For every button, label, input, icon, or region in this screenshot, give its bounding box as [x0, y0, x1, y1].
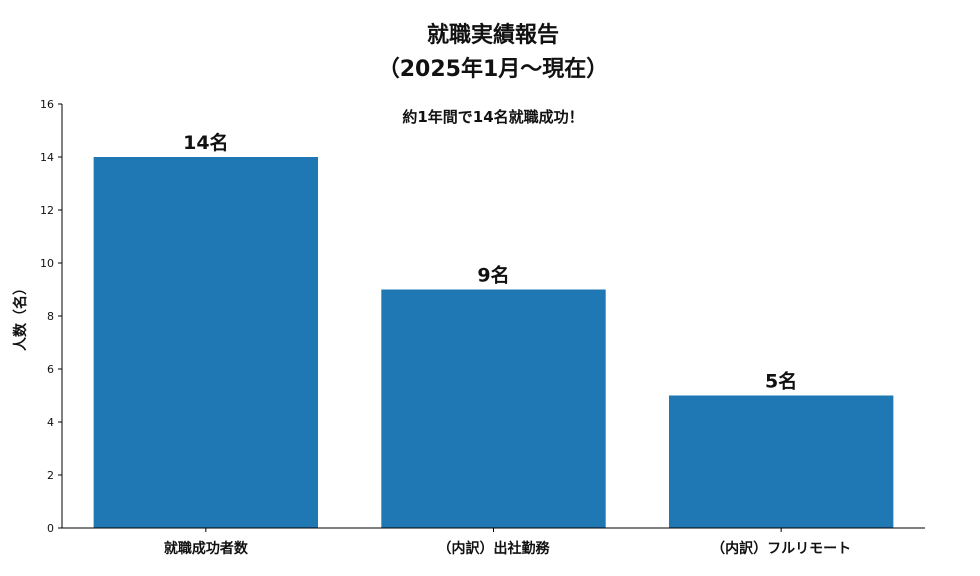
- y-tick-label: 0: [47, 522, 54, 535]
- y-tick-label: 14: [40, 151, 54, 164]
- y-tick-label: 16: [40, 98, 54, 111]
- y-tick-label: 12: [40, 204, 54, 217]
- bar-data-label: 9名: [477, 264, 509, 287]
- bar-data-label: 5名: [765, 370, 797, 393]
- y-axis-label: 人数（名）: [12, 281, 29, 351]
- x-tick-label: （内訳）出社勤務: [438, 540, 551, 557]
- x-tick-label: 就職成功者数: [164, 540, 249, 557]
- chart-title-line1: 就職実績報告: [427, 22, 559, 48]
- bar-data-label: 14名: [183, 131, 228, 154]
- chart-title-line2: （2025年1月〜現在）: [378, 56, 609, 82]
- y-tick-label: 2: [47, 469, 54, 482]
- bar: [381, 289, 606, 528]
- y-tick-label: 6: [47, 363, 54, 376]
- chart-annotation: 約1年間で14名就職成功！: [402, 108, 583, 126]
- y-tick-label: 8: [47, 310, 54, 323]
- bar: [668, 395, 894, 528]
- y-tick-label: 4: [47, 416, 54, 429]
- bar: [93, 157, 319, 528]
- x-tick-label: （内訳）フルリモート: [711, 540, 851, 557]
- y-tick-label: 10: [40, 257, 54, 270]
